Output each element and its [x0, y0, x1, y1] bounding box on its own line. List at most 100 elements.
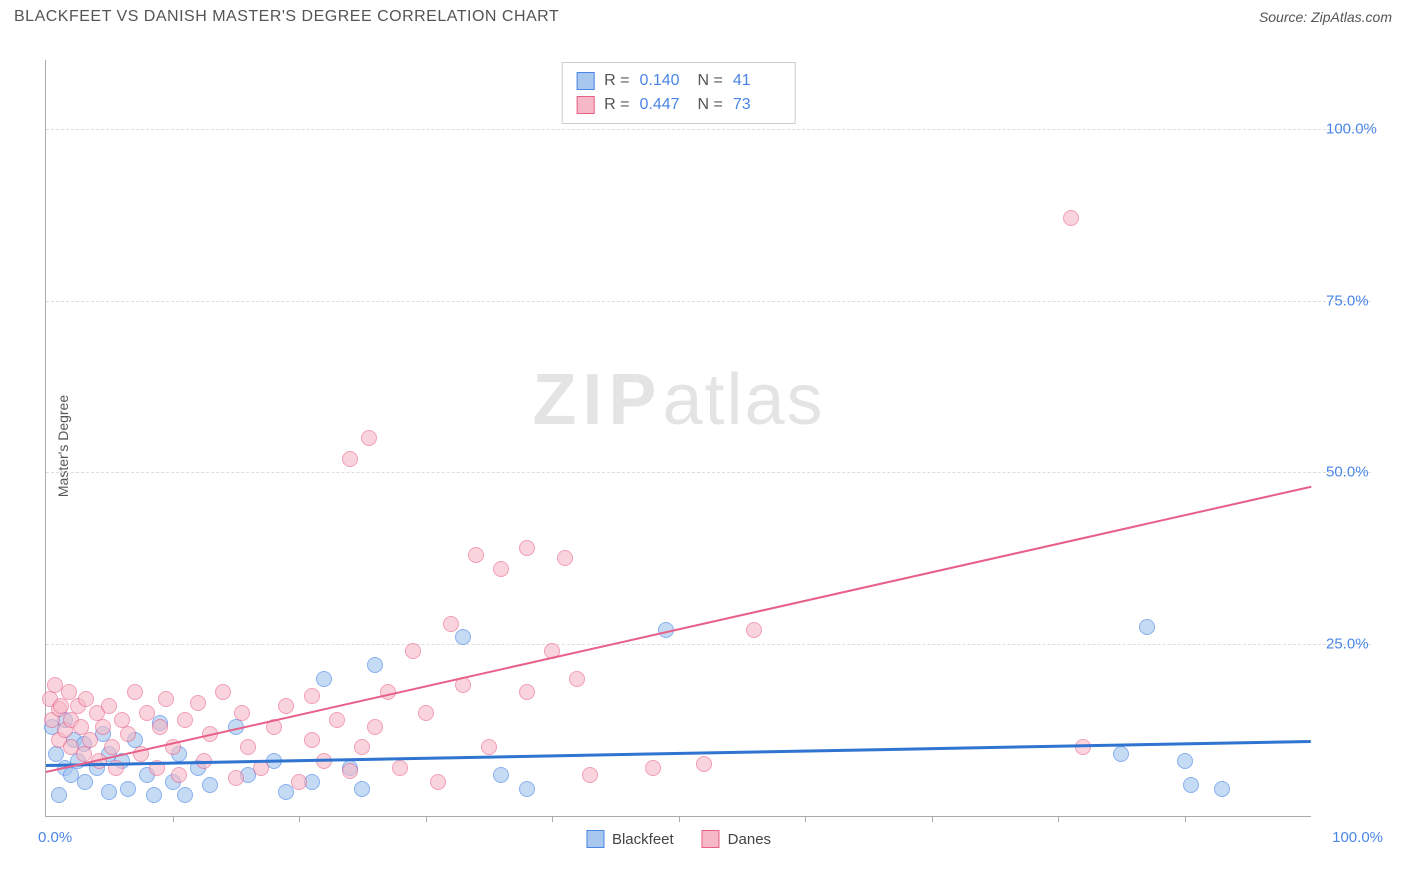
r-value-danes: 0.447 — [640, 93, 688, 117]
gridline — [46, 644, 1371, 645]
data-point-blackfeet — [519, 781, 535, 797]
swatch-danes — [576, 96, 594, 114]
data-point-danes — [645, 760, 661, 776]
data-point-danes — [228, 770, 244, 786]
stats-row-blackfeet: R = 0.140 N = 41 — [576, 69, 781, 93]
data-point-danes — [519, 684, 535, 700]
x-label-min: 0.0% — [38, 829, 72, 846]
data-point-blackfeet — [1113, 746, 1129, 762]
data-point-danes — [746, 622, 762, 638]
data-point-blackfeet — [367, 657, 383, 673]
data-point-blackfeet — [51, 787, 67, 803]
data-point-danes — [171, 767, 187, 783]
y-tick-label: 50.0% — [1326, 464, 1386, 481]
data-point-danes — [418, 705, 434, 721]
data-point-danes — [127, 684, 143, 700]
swatch-blackfeet-icon — [586, 830, 604, 848]
data-point-blackfeet — [1177, 753, 1193, 769]
data-point-danes — [304, 688, 320, 704]
data-point-danes — [139, 705, 155, 721]
n-value-blackfeet: 41 — [733, 69, 781, 93]
data-point-danes — [367, 719, 383, 735]
x-tick — [679, 816, 680, 822]
data-point-danes — [405, 643, 421, 659]
data-point-blackfeet — [120, 781, 136, 797]
data-point-danes — [519, 540, 535, 556]
x-tick — [1058, 816, 1059, 822]
legend-item-blackfeet: Blackfeet — [586, 830, 674, 848]
data-point-danes — [1075, 739, 1091, 755]
x-tick — [805, 816, 806, 822]
data-point-danes — [557, 550, 573, 566]
data-point-blackfeet — [354, 781, 370, 797]
data-point-blackfeet — [177, 787, 193, 803]
data-point-danes — [493, 561, 509, 577]
x-tick — [552, 816, 553, 822]
data-point-danes — [354, 739, 370, 755]
data-point-danes — [177, 712, 193, 728]
gridline — [46, 301, 1371, 302]
r-value-blackfeet: 0.140 — [640, 69, 688, 93]
data-point-danes — [443, 616, 459, 632]
legend-label-danes: Danes — [728, 831, 771, 848]
y-tick-label: 25.0% — [1326, 636, 1386, 653]
data-point-blackfeet — [101, 784, 117, 800]
data-point-blackfeet — [146, 787, 162, 803]
data-point-danes — [234, 705, 250, 721]
x-tick — [1185, 816, 1186, 822]
data-point-danes — [291, 774, 307, 790]
data-point-danes — [696, 756, 712, 772]
data-point-danes — [215, 684, 231, 700]
y-tick-label: 100.0% — [1326, 120, 1386, 137]
data-point-danes — [342, 763, 358, 779]
legend-item-danes: Danes — [702, 830, 771, 848]
data-point-danes — [278, 698, 294, 714]
x-tick — [426, 816, 427, 822]
n-value-danes: 73 — [733, 93, 781, 117]
legend-label-blackfeet: Blackfeet — [612, 831, 674, 848]
x-tick — [932, 816, 933, 822]
watermark: ZIPatlas — [532, 359, 824, 441]
chart-title: BLACKFEET VS DANISH MASTER'S DEGREE CORR… — [14, 8, 559, 26]
data-point-danes — [304, 732, 320, 748]
data-point-blackfeet — [493, 767, 509, 783]
data-point-danes — [569, 671, 585, 687]
data-point-danes — [361, 430, 377, 446]
stats-legend: R = 0.140 N = 41 R = 0.447 N = 73 — [561, 62, 796, 124]
x-tick — [299, 816, 300, 822]
data-point-danes — [120, 726, 136, 742]
scatter-chart: ZIPatlas R = 0.140 N = 41 R = 0.447 N = … — [45, 60, 1311, 817]
data-point-danes — [95, 719, 111, 735]
data-point-danes — [82, 732, 98, 748]
data-point-danes — [392, 760, 408, 776]
gridline — [46, 129, 1371, 130]
stats-row-danes: R = 0.447 N = 73 — [576, 93, 781, 117]
data-point-blackfeet — [202, 777, 218, 793]
data-point-blackfeet — [77, 774, 93, 790]
swatch-blackfeet — [576, 72, 594, 90]
data-point-danes — [190, 695, 206, 711]
data-point-danes — [481, 739, 497, 755]
y-tick-label: 75.0% — [1326, 292, 1386, 309]
data-point-danes — [101, 698, 117, 714]
data-point-danes — [582, 767, 598, 783]
data-point-danes — [152, 719, 168, 735]
data-point-blackfeet — [316, 671, 332, 687]
data-point-danes — [158, 691, 174, 707]
trend-line-danes — [46, 486, 1311, 773]
data-point-danes — [342, 451, 358, 467]
data-point-blackfeet — [1139, 619, 1155, 635]
x-label-max: 100.0% — [1332, 829, 1383, 846]
swatch-danes-icon — [702, 830, 720, 848]
data-point-blackfeet — [1214, 781, 1230, 797]
data-point-danes — [430, 774, 446, 790]
x-tick — [173, 816, 174, 822]
data-point-blackfeet — [455, 629, 471, 645]
gridline — [46, 472, 1371, 473]
data-point-blackfeet — [1183, 777, 1199, 793]
data-point-danes — [240, 739, 256, 755]
data-point-danes — [468, 547, 484, 563]
source-label: Source: ZipAtlas.com — [1259, 9, 1392, 25]
series-legend: Blackfeet Danes — [586, 830, 771, 848]
data-point-danes — [329, 712, 345, 728]
